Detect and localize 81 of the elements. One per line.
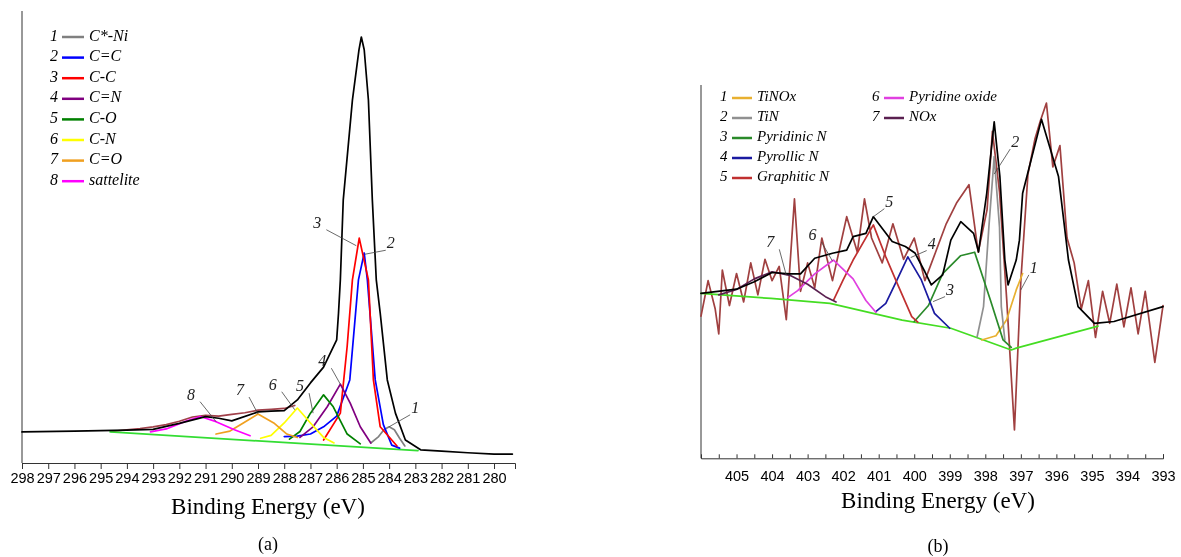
x-tick-label: 284 bbox=[377, 470, 402, 487]
x-tick-label: 289 bbox=[246, 470, 271, 487]
x-tick-label: 291 bbox=[193, 470, 219, 487]
annotation: 1 bbox=[1029, 258, 1038, 276]
text: 6 bbox=[872, 88, 880, 105]
text: 6 bbox=[50, 129, 58, 147]
annotation: 2 bbox=[386, 234, 395, 252]
x-tick-label: 398 bbox=[973, 467, 998, 484]
text: 4 bbox=[720, 148, 728, 165]
text: 3 bbox=[720, 128, 728, 145]
x-axis-title: Binding Energy (eV) bbox=[841, 488, 1035, 513]
legend-label: TiNOx bbox=[757, 88, 797, 105]
x-tick-label: 282 bbox=[429, 470, 455, 487]
legend-label: C=N bbox=[89, 88, 123, 106]
annotation: 5 bbox=[296, 377, 305, 395]
x-tick-label: 395 bbox=[1080, 467, 1105, 484]
annotation: 5 bbox=[885, 192, 894, 210]
text: (b) bbox=[927, 536, 949, 557]
text: 1 bbox=[720, 88, 728, 105]
x-axis-title: Binding Energy (eV) bbox=[171, 494, 365, 519]
x-tick-label: 298 bbox=[10, 470, 35, 487]
text: 3 bbox=[50, 67, 58, 85]
x-tick-label: 287 bbox=[298, 470, 324, 487]
legend-label: Graphitic N bbox=[757, 168, 831, 185]
x-tick-label: 393 bbox=[1151, 467, 1176, 484]
legend-label: sattelite bbox=[89, 170, 140, 188]
x-tick-label: 394 bbox=[1115, 467, 1141, 484]
legend-label: NOx bbox=[908, 108, 937, 125]
annotation: 3 bbox=[312, 213, 322, 231]
x-tick-label: 295 bbox=[89, 470, 114, 487]
annotation: 1 bbox=[411, 398, 420, 416]
text: 8 bbox=[50, 170, 58, 188]
x-tick-label: 283 bbox=[403, 470, 428, 487]
text: (a) bbox=[258, 534, 278, 555]
annotation: 3 bbox=[945, 280, 955, 298]
x-tick-label: 293 bbox=[141, 470, 166, 487]
text: 2 bbox=[720, 108, 728, 125]
text: 7 bbox=[872, 108, 880, 125]
x-tick-label: 397 bbox=[1009, 467, 1034, 484]
x-tick-label: 297 bbox=[36, 470, 61, 487]
legend-label: C-O bbox=[89, 109, 117, 127]
text: 2 bbox=[50, 47, 58, 65]
legend-label: TiN bbox=[757, 108, 780, 125]
text: 5 bbox=[720, 168, 728, 185]
text: 5 bbox=[50, 109, 58, 127]
x-tick-label: 280 bbox=[482, 470, 507, 487]
x-tick-label: 285 bbox=[351, 470, 376, 487]
legend-label: Pyridinic N bbox=[756, 128, 828, 145]
x-tick-label: 290 bbox=[220, 470, 245, 487]
text: 7 bbox=[50, 150, 58, 168]
x-tick-label: 288 bbox=[272, 470, 297, 487]
x-tick-label: 281 bbox=[456, 470, 481, 487]
annotation: 8 bbox=[187, 385, 196, 403]
x-tick-label: 292 bbox=[167, 470, 192, 487]
text: 1 bbox=[50, 26, 58, 44]
annotation: 6 bbox=[268, 375, 277, 393]
x-tick-label: 399 bbox=[938, 467, 963, 484]
legend-label: C=C bbox=[89, 47, 122, 65]
x-tick-label: 400 bbox=[902, 467, 927, 484]
x-tick-label: 402 bbox=[831, 467, 856, 484]
legend-label: C=O bbox=[89, 150, 123, 168]
x-tick-label: 296 bbox=[62, 470, 88, 487]
legend-label: Pyrollic N bbox=[756, 148, 820, 165]
x-tick-label: 401 bbox=[867, 467, 892, 484]
annotation: 7 bbox=[766, 233, 776, 251]
annotation: 4 bbox=[927, 234, 936, 252]
annotation: 7 bbox=[236, 381, 246, 399]
x-tick-label: 396 bbox=[1044, 467, 1069, 484]
x-tick-label: 403 bbox=[796, 467, 821, 484]
x-tick-label: 404 bbox=[760, 467, 785, 484]
legend-label: Pyridine oxide bbox=[908, 88, 998, 105]
annotation: 2 bbox=[1011, 133, 1020, 151]
legend-label: C-C bbox=[89, 67, 116, 85]
legend-label: C-N bbox=[89, 129, 117, 147]
text: 4 bbox=[50, 88, 58, 106]
legend-label: C*-Ni bbox=[89, 26, 129, 44]
x-tick-label: 286 bbox=[325, 470, 350, 487]
annotation: 6 bbox=[808, 226, 817, 244]
x-tick-label: 294 bbox=[115, 470, 140, 487]
annotation: 4 bbox=[318, 352, 327, 370]
x-tick-label: 405 bbox=[724, 467, 750, 484]
